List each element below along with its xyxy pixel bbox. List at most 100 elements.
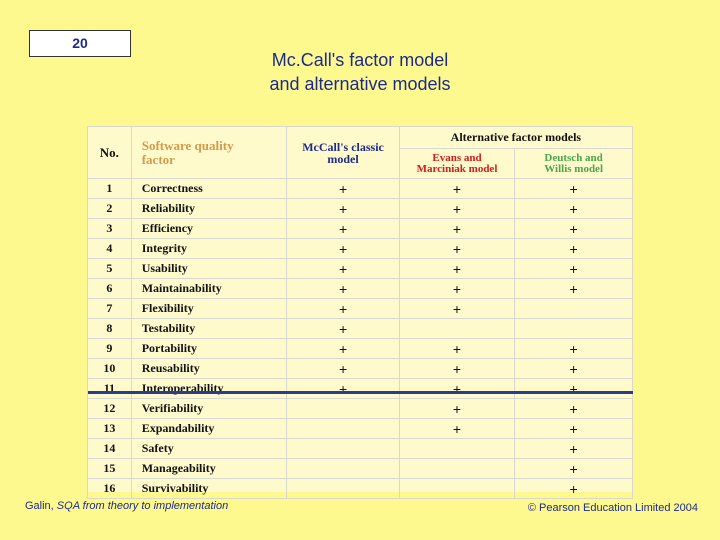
row-factor: Survivability (130, 478, 288, 499)
row-factor: Manageability (130, 458, 288, 479)
row-no: 8 (87, 318, 132, 339)
row-mccall: + (286, 218, 400, 239)
header-factor: Software quality factor (130, 126, 288, 179)
header-factor-line-2: factor (141, 151, 175, 167)
row-evans: + (398, 338, 516, 359)
row-evans: + (398, 418, 516, 439)
row-evans (398, 458, 516, 479)
row-no: 15 (87, 458, 132, 479)
table-row: 12 Verifiability + + (87, 398, 633, 419)
row-no: 13 (87, 418, 132, 439)
row-factor: Reusability (130, 358, 288, 379)
row-no: 1 (87, 178, 132, 199)
row-mccall: + (286, 198, 400, 219)
row-mccall: + (286, 318, 400, 339)
row-deutsch: + (514, 478, 633, 499)
header-alternative: Alternative factor models (398, 126, 634, 149)
row-mccall: + (286, 378, 400, 399)
header-mccall-line-1: McCall's classic (302, 139, 384, 154)
row-factor: Portability (130, 338, 288, 359)
row-mccall (286, 418, 400, 439)
header-evans-line-1: Evans and (432, 151, 482, 164)
slide-title: Mc.Call's factor model and alternative m… (200, 48, 520, 96)
table-row: 4 Integrity + + + (87, 238, 633, 259)
row-factor: Verifiability (130, 398, 288, 419)
footer-book-title: SQA from theory to implementation (56, 500, 229, 512)
row-factor: Integrity (130, 238, 288, 259)
row-evans: + (398, 198, 516, 219)
row-factor: Testability (130, 318, 288, 339)
row-evans: + (398, 218, 516, 239)
table-row: 15 Manageability + (87, 458, 633, 479)
table-row: 6 Maintainability + + + (87, 278, 633, 299)
row-no: 3 (87, 218, 132, 239)
row-evans: + (398, 258, 516, 279)
table-row: 10 Reusability + + + (87, 358, 633, 379)
row-deutsch: + (514, 398, 633, 419)
row-evans (398, 318, 516, 339)
row-no: 7 (87, 298, 132, 319)
row-mccall: + (286, 298, 400, 319)
title-line-1: Mc.Call's factor model (271, 50, 449, 70)
row-evans (398, 438, 516, 459)
row-no: 10 (87, 358, 132, 379)
table-row: 14 Safety + (87, 438, 633, 459)
table-row: 5 Usability + + + (87, 258, 633, 279)
row-mccall (286, 438, 400, 459)
row-no: 14 (87, 438, 132, 459)
header-deutsch-line-2: Willis model (544, 162, 603, 175)
factor-models-table-container: No. Software quality factor McCall's cla… (87, 126, 634, 499)
row-deutsch: + (514, 198, 633, 219)
row-mccall (286, 478, 400, 499)
row-mccall: + (286, 358, 400, 379)
row-no: 9 (87, 338, 132, 359)
header-deutsch: Deutsch and Willis model (514, 148, 633, 179)
header-mccall: McCall's classic model (286, 126, 400, 179)
row-evans: + (398, 378, 516, 399)
row-factor: Usability (130, 258, 288, 279)
table-row: 13 Expandability + + (87, 418, 633, 439)
row-deutsch: + (514, 378, 633, 399)
row-no: 2 (87, 198, 132, 219)
row-deutsch: + (514, 178, 633, 199)
table-row: 16 Survivability + (87, 478, 633, 499)
row-deutsch (514, 298, 633, 319)
row-no: 5 (87, 258, 132, 279)
header-no: No. (87, 126, 132, 179)
row-evans: + (398, 238, 516, 259)
row-mccall: + (286, 238, 400, 259)
header-factor-line-1: Software quality (141, 137, 234, 153)
row-deutsch: + (514, 238, 633, 259)
row-deutsch: + (514, 358, 633, 379)
row-evans: + (398, 298, 516, 319)
row-factor: Efficiency (130, 218, 288, 239)
slide-number-box: 20 (29, 30, 131, 57)
footer-citation: Galin, SQA from theory to implementation (25, 500, 228, 512)
row-deutsch (514, 318, 633, 339)
row-mccall: + (286, 178, 400, 199)
row-evans: + (398, 358, 516, 379)
row-deutsch: + (514, 278, 633, 299)
row-factor: Correctness (130, 178, 288, 199)
table-row: 7 Flexibility + + (87, 298, 633, 319)
row-mccall (286, 458, 400, 479)
row-deutsch: + (514, 338, 633, 359)
row-deutsch: + (514, 458, 633, 479)
row-evans: + (398, 278, 516, 299)
row-no: 16 (87, 478, 132, 499)
row-factor: Flexibility (130, 298, 288, 319)
header-evans: Evans and Marciniak model (398, 148, 516, 179)
row-mccall: + (286, 258, 400, 279)
table-row: 3 Efficiency + + + (87, 218, 633, 239)
footer-copyright: © Pearson Education Limited 2004 (527, 502, 698, 514)
row-no: 4 (87, 238, 132, 259)
header-mccall-line-2: model (327, 151, 359, 166)
row-deutsch: + (514, 438, 633, 459)
row-evans: + (398, 178, 516, 199)
separator-line (88, 391, 633, 394)
row-factor: Interoperability (130, 378, 288, 399)
row-evans: + (398, 398, 516, 419)
factor-models-table: No. Software quality factor McCall's cla… (87, 126, 634, 499)
row-deutsch: + (514, 418, 633, 439)
table-row: 1 Correctness + + + (87, 178, 633, 199)
